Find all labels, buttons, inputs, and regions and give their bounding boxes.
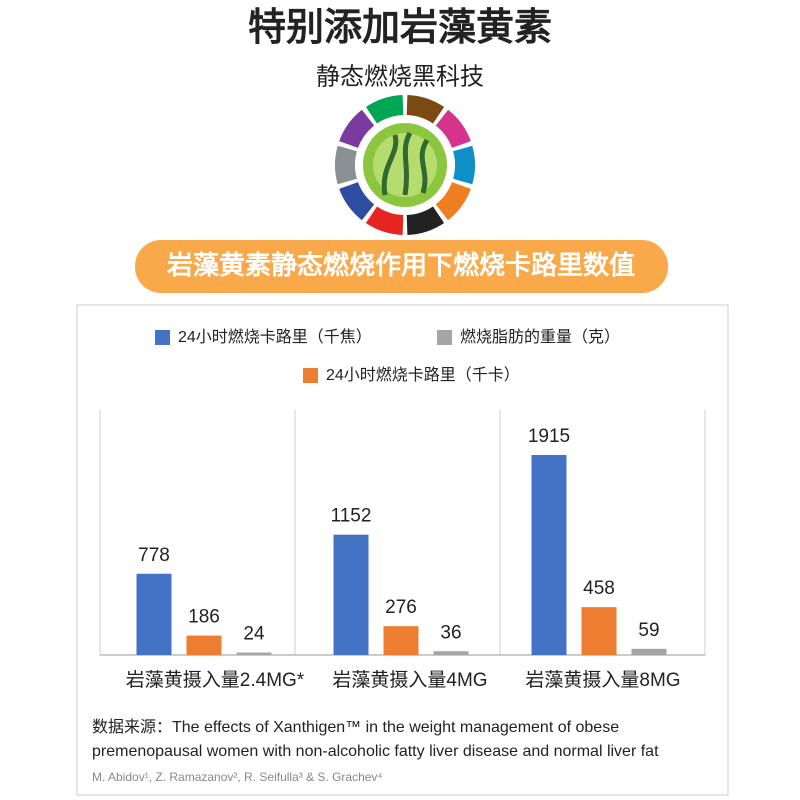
- value-label: 36: [440, 622, 461, 643]
- bar: [333, 534, 369, 655]
- value-label: 778: [138, 545, 170, 566]
- icon-segment: [339, 182, 375, 221]
- icon-segment: [453, 145, 476, 185]
- legend-swatch: [155, 330, 170, 345]
- bar: [136, 573, 172, 655]
- icon-segment: [339, 109, 375, 148]
- value-label: 458: [583, 578, 615, 599]
- x-tick-label: 岩藻黄摄入量4MG: [332, 669, 487, 691]
- subtitle: 静态燃烧黑科技: [316, 63, 484, 90]
- icon-segment: [435, 109, 471, 148]
- legend-label: 燃烧脂肪的重量（克）: [460, 328, 620, 346]
- banner-bg: [135, 240, 668, 293]
- icon-segment: [334, 145, 357, 185]
- x-tick-label: 岩藻黄摄入量8MG: [525, 669, 680, 691]
- value-label: 24: [243, 624, 265, 645]
- icon-segment: [406, 206, 445, 235]
- bar: [631, 648, 667, 655]
- banner: 岩藻黄素静态燃烧作用下燃烧卡路里数值: [166, 250, 635, 280]
- title: 特别添加岩藻黄素: [248, 7, 552, 49]
- icon-segment: [406, 95, 445, 124]
- icon-segment: [435, 182, 471, 221]
- source-line: 数据来源：The effects of Xanthigen™ in the we…: [92, 718, 619, 736]
- legend-swatch: [437, 330, 452, 345]
- legend-label: 24小时燃烧卡路里（千卡）: [326, 366, 520, 384]
- legend-swatch: [303, 368, 318, 383]
- icon: [333, 93, 477, 237]
- bar: [236, 652, 272, 655]
- legend-label: 24小时燃烧卡路里（千焦）: [178, 328, 372, 346]
- chart-frame: [76, 304, 729, 796]
- bar: [186, 635, 222, 655]
- bar: [433, 651, 469, 655]
- bar: [581, 607, 617, 655]
- x-tick-label: 岩藻黄摄入量2.4MG*: [126, 669, 305, 691]
- bar: [383, 626, 419, 655]
- authors: M. Abidov¹, Z. Ramazanov², R. Seifulla³ …: [92, 770, 383, 784]
- source-line: premenopausal women with non-alcoholic f…: [92, 743, 659, 760]
- value-label: 186: [188, 607, 220, 628]
- bar: [531, 455, 567, 655]
- icon-seaweed: [381, 131, 430, 196]
- value-label: 59: [638, 620, 659, 641]
- icon-segment: [365, 206, 404, 235]
- value-label: 1152: [331, 506, 372, 527]
- value-label: 1915: [528, 426, 570, 447]
- value-label: 276: [385, 597, 417, 618]
- icon-segment: [365, 95, 404, 124]
